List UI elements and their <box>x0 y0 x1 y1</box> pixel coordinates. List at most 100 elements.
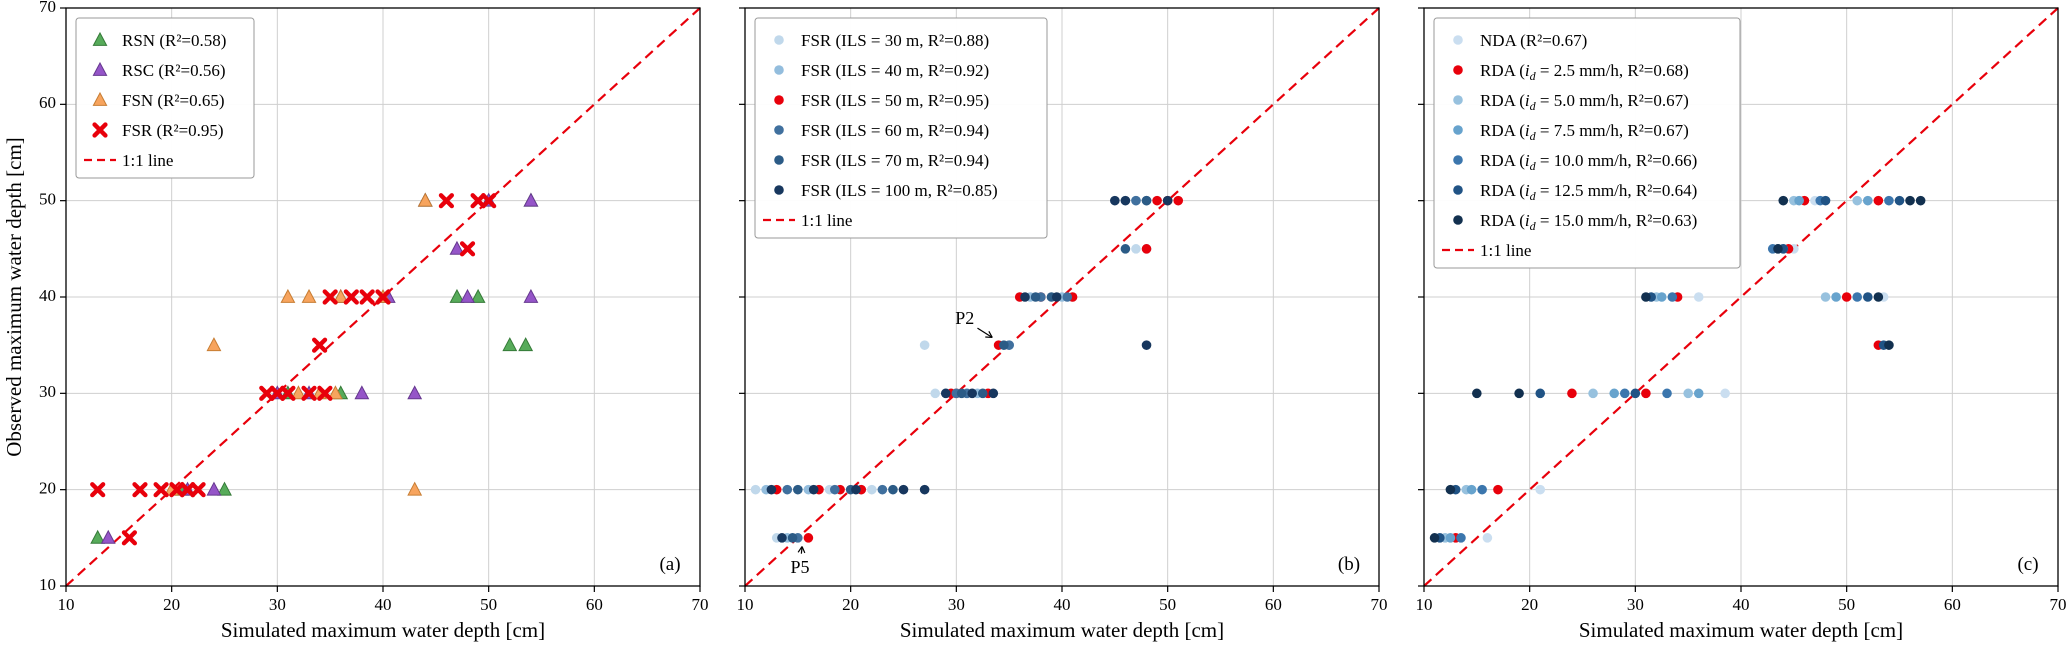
data-point <box>1720 388 1730 399</box>
y-tick-label: 60 <box>39 93 56 112</box>
series-5 <box>766 195 1173 543</box>
legend: NDA (R²=0.67) RDA (id = 2.5 mm/h, R²=0.68… <box>1433 17 1741 269</box>
legend-label: FSR (ILS = 60 m, R²=0.94) <box>801 121 989 140</box>
data-point <box>90 529 106 544</box>
data-point <box>121 530 137 546</box>
data-point <box>312 337 328 353</box>
data-point <box>1662 388 1672 399</box>
data-point <box>153 482 169 498</box>
x-tick-label: 40 <box>1054 595 1071 614</box>
data-point <box>787 533 798 543</box>
legend-label: FSR (R²=0.95) <box>122 121 224 140</box>
data-point <box>940 388 951 399</box>
data-point <box>1456 533 1466 543</box>
legend-marker <box>774 185 784 195</box>
y-tick-label: 20 <box>39 479 56 498</box>
data-point <box>1588 388 1598 399</box>
panel-letter: (a) <box>659 554 680 575</box>
data-point <box>523 288 539 303</box>
legend-label: RDA (id = 12.5 mm/h, R²=0.64) <box>1480 181 1697 203</box>
x-tick-label: 30 <box>269 595 286 614</box>
data-point <box>217 481 232 496</box>
legend-label: RDA (id = 2.5 mm/h, R²=0.68) <box>1480 61 1689 83</box>
data-point <box>1915 195 1926 206</box>
data-point <box>851 484 861 495</box>
series-4 <box>787 195 1152 543</box>
data-point <box>988 388 999 399</box>
data-point <box>132 482 148 498</box>
series-3 <box>90 193 497 546</box>
legend-label: RDA (id = 5.0 mm/h, R²=0.67) <box>1480 91 1689 113</box>
data-point <box>1141 195 1152 206</box>
x-axis-title: Simulated maximum water depth [cm] <box>1579 618 1903 642</box>
data-point <box>1472 388 1482 399</box>
data-point <box>328 385 343 400</box>
legend-box <box>75 17 255 179</box>
data-point <box>1863 195 1873 206</box>
data-point <box>291 385 306 400</box>
data-point <box>417 192 433 207</box>
data-point <box>1152 195 1162 206</box>
legend-marker <box>1453 155 1463 165</box>
data-point <box>280 385 296 401</box>
data-point <box>1773 244 1783 254</box>
data-point <box>1062 292 1073 302</box>
data-point <box>1794 195 1804 206</box>
data-point <box>1641 292 1651 302</box>
legend-marker <box>1453 65 1463 75</box>
data-point <box>1020 292 1030 302</box>
data-point <box>259 385 275 401</box>
annotation-arrowhead <box>801 546 806 554</box>
legend-marker <box>1453 95 1463 105</box>
legend-box <box>754 17 1048 239</box>
x-axis-title: Simulated maximum water depth [cm] <box>221 618 545 642</box>
legend-label: FSN (R²=0.65) <box>122 91 225 110</box>
legend-label: FSR (ILS = 70 m, R²=0.94) <box>801 151 989 170</box>
data-point <box>169 482 185 498</box>
legend-label: NDA (R²=0.67) <box>1480 31 1587 50</box>
legend-marker <box>774 35 784 45</box>
data-point <box>750 484 761 495</box>
data-point <box>919 340 930 350</box>
data-point <box>1894 195 1905 206</box>
subplot-a: 10 20 30 40 50 60 70 10 20 30 40 50 60 70 Simulated ma… <box>2 0 709 642</box>
data-point <box>190 482 206 498</box>
data-point <box>1477 484 1487 495</box>
data-point <box>1514 388 1524 399</box>
x-tick-label: 70 <box>692 595 709 614</box>
y-tick-label: 50 <box>39 190 56 209</box>
legend-marker <box>774 155 784 165</box>
data-point <box>301 385 317 401</box>
data-point <box>470 288 486 303</box>
subplot-c: 10 20 30 40 50 60 70 Simulated maximum water de… <box>1416 7 2067 642</box>
data-point <box>502 337 518 352</box>
data-point <box>206 481 222 496</box>
data-point <box>999 340 1009 350</box>
x-tick-label: 50 <box>1159 595 1176 614</box>
y-tick-label: 70 <box>39 0 56 16</box>
panel-letter: (b) <box>1338 554 1360 575</box>
data-point <box>100 529 116 544</box>
legend-marker <box>92 91 108 106</box>
y-tick-label: 30 <box>39 382 56 401</box>
legend-label: 1:1 line <box>122 151 173 170</box>
data-point <box>333 288 349 303</box>
annotation-text: P2 <box>955 308 974 328</box>
data-point <box>1030 292 1041 302</box>
data-point <box>1120 195 1131 206</box>
data-point <box>1693 388 1704 399</box>
data-point <box>766 484 777 495</box>
data-point <box>1162 195 1173 206</box>
data-point <box>438 193 454 209</box>
data-point <box>1429 533 1440 543</box>
data-point <box>977 388 988 399</box>
data-point <box>1852 292 1863 302</box>
data-point <box>1131 244 1141 254</box>
x-tick-label: 60 <box>1944 595 1961 614</box>
data-point <box>1873 195 1884 206</box>
legend-marker <box>774 125 784 135</box>
data-point <box>322 289 338 305</box>
data-point <box>354 385 370 400</box>
data-point <box>930 388 940 399</box>
